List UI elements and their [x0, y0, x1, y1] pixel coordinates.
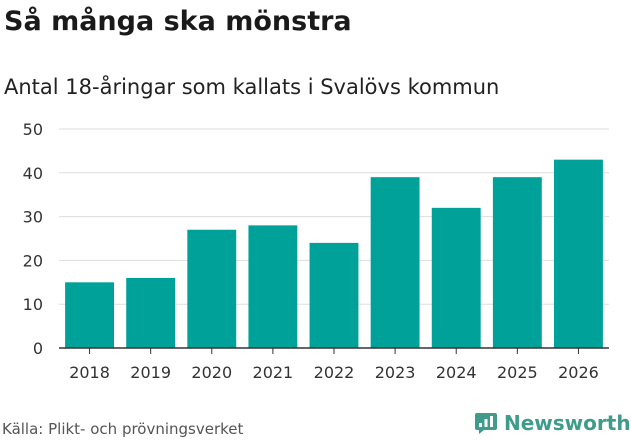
x-tick-label-2018: 2018 [69, 363, 110, 382]
x-tick-label-2024: 2024 [436, 363, 477, 382]
brand-name: Newsworthy [504, 411, 631, 435]
y-tick-label-50: 50 [23, 120, 43, 139]
bar-2023 [370, 177, 420, 348]
x-tick-label-2021: 2021 [253, 363, 294, 382]
x-tick-label-2020: 2020 [191, 363, 232, 382]
y-tick-label-10: 10 [23, 295, 43, 314]
y-tick-label-40: 40 [23, 164, 43, 183]
bar-2019 [126, 277, 176, 348]
bar-2025 [492, 177, 542, 348]
y-tick-label-20: 20 [23, 251, 43, 270]
x-tick-label-2022: 2022 [314, 363, 355, 382]
x-tick-label-2026: 2026 [558, 363, 599, 382]
x-tick-label-2019: 2019 [130, 363, 171, 382]
y-tick-label-30: 30 [23, 208, 43, 227]
bar-2021 [248, 225, 298, 348]
newsworthy-logo-icon [475, 413, 497, 434]
source-note: Källa: Plikt- och prövningsverket [2, 420, 244, 438]
chart-subtitle: Antal 18-åringar som kallats i Svalövs k… [4, 75, 500, 99]
x-tick-label-2025: 2025 [497, 363, 538, 382]
brand-logo: Newsworthy [474, 406, 631, 440]
chart-title: Så många ska mönstra [4, 6, 352, 37]
x-tick-label-2023: 2023 [375, 363, 416, 382]
bar-2022 [309, 242, 359, 348]
bar-2020 [187, 229, 237, 348]
bar-2018 [65, 282, 114, 348]
bar-2026 [554, 159, 603, 348]
bar-2024 [431, 207, 481, 348]
y-tick-label-0: 0 [33, 339, 43, 358]
